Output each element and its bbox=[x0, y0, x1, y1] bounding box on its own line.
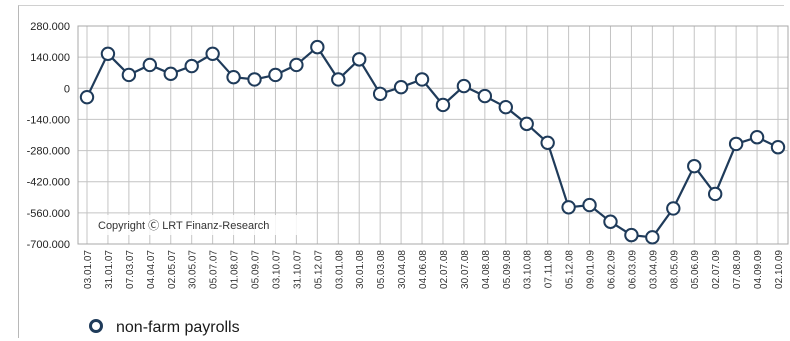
x-tick-label: 05.03.08 bbox=[376, 250, 387, 289]
x-tick-label: 04.08.08 bbox=[481, 250, 492, 289]
y-axis: 280.000 140.000 0 -140.000 -280.000 -420.000 -… bbox=[27, 21, 70, 251]
y-tick-label: -140.000 bbox=[27, 114, 70, 126]
data-point bbox=[561, 200, 576, 215]
x-tick-label: 30.04.08 bbox=[397, 250, 408, 289]
data-point bbox=[414, 72, 430, 87]
chart-frame bbox=[18, 5, 784, 338]
x-tick-label: 07.08.09 bbox=[732, 250, 743, 289]
x-tick-label: 02.05.07 bbox=[167, 250, 178, 289]
data-point bbox=[268, 67, 283, 83]
plot-area bbox=[77, 25, 789, 245]
grid bbox=[77, 25, 789, 245]
data-point bbox=[770, 140, 786, 155]
x-tick-label: 02.07.09 bbox=[711, 250, 722, 289]
x-tick-label: 03.01.08 bbox=[334, 250, 345, 289]
data-point bbox=[310, 39, 325, 55]
data-point bbox=[289, 57, 304, 73]
data-point bbox=[163, 66, 178, 82]
series-non-farm-payrolls bbox=[79, 39, 786, 245]
x-tick-label: 03.01.07 bbox=[83, 250, 94, 289]
data-point bbox=[540, 135, 555, 150]
x-axis: 03.01.07 31.01.07 07.03.07 04.04.07 02.05.07… bbox=[83, 250, 785, 289]
data-point bbox=[749, 130, 765, 145]
data-point bbox=[603, 214, 618, 229]
y-tick-label: -280.000 bbox=[27, 146, 70, 158]
series-line bbox=[86, 45, 779, 239]
data-point bbox=[498, 99, 513, 115]
data-point bbox=[100, 46, 116, 62]
legend-label: non-farm payrolls bbox=[116, 319, 240, 336]
data-point bbox=[247, 72, 262, 87]
data-point bbox=[519, 116, 534, 132]
data-point bbox=[435, 97, 451, 113]
legend-marker bbox=[89, 319, 103, 333]
x-tick-label: 05.09.08 bbox=[502, 250, 513, 289]
data-point bbox=[456, 78, 472, 94]
x-tick-label: 01.08.07 bbox=[230, 250, 241, 289]
y-tick-label: -700.000 bbox=[27, 239, 70, 251]
data-point bbox=[393, 79, 409, 95]
data-point bbox=[226, 69, 241, 85]
x-tick-label: 09.01.09 bbox=[586, 250, 597, 289]
x-tick-label: 03.10.07 bbox=[271, 250, 282, 289]
data-point bbox=[582, 197, 597, 213]
x-tick-label: 07.11.08 bbox=[544, 250, 555, 289]
x-tick-label: 31.10.07 bbox=[292, 250, 303, 289]
data-point bbox=[687, 158, 702, 174]
x-tick-label: 04.09.09 bbox=[753, 250, 764, 289]
x-tick-label: 05.06.09 bbox=[690, 250, 701, 289]
data-point bbox=[121, 67, 137, 83]
data-point bbox=[352, 52, 367, 67]
x-tick-label: 05.09.07 bbox=[251, 250, 262, 289]
x-tick-label: 05.07.07 bbox=[209, 250, 220, 289]
x-tick-label: 02.07.08 bbox=[439, 250, 450, 289]
data-point bbox=[624, 227, 639, 243]
data-point bbox=[205, 46, 220, 62]
x-tick-label: 05.12.08 bbox=[565, 250, 576, 289]
x-tick-label: 07.03.07 bbox=[125, 250, 136, 289]
x-tick-label: 30.01.08 bbox=[355, 250, 366, 289]
x-tick-label: 30.07.08 bbox=[460, 250, 471, 289]
data-point bbox=[184, 58, 199, 74]
x-tick-label: 30.05.07 bbox=[188, 250, 199, 289]
data-point bbox=[645, 230, 660, 245]
data-point bbox=[372, 86, 388, 102]
y-tick-label: 0 bbox=[64, 83, 70, 95]
y-tick-label: -560.000 bbox=[27, 208, 70, 220]
data-point bbox=[142, 57, 158, 73]
y-tick-label: 140.000 bbox=[30, 52, 70, 64]
x-tick-label: 06.03.09 bbox=[627, 250, 638, 289]
data-point bbox=[331, 72, 346, 87]
x-tick-label: 04.06.08 bbox=[418, 250, 429, 289]
y-tick-label: 280.000 bbox=[30, 21, 70, 33]
x-tick-label: 02.10.09 bbox=[774, 250, 785, 289]
x-tick-label: 05.12.07 bbox=[313, 250, 324, 289]
y-tick-label: -420.000 bbox=[27, 177, 70, 189]
copyright-box bbox=[94, 215, 308, 235]
x-tick-label: 31.01.07 bbox=[104, 250, 115, 289]
data-point bbox=[79, 89, 95, 105]
x-tick-label: 04.04.07 bbox=[146, 250, 157, 289]
x-tick-label: 08.05.09 bbox=[669, 250, 680, 289]
x-tick-label: 03.10.08 bbox=[523, 250, 534, 289]
copyright-text: Copyright Ⓒ LRT Finanz-Research bbox=[98, 219, 269, 232]
data-point bbox=[707, 186, 723, 202]
data-point bbox=[728, 136, 744, 152]
legend: non-farm payrolls bbox=[89, 319, 240, 336]
data-point bbox=[477, 88, 493, 104]
data-point bbox=[666, 201, 681, 216]
x-tick-label: 03.04.09 bbox=[648, 250, 659, 289]
x-tick-label: 06.02.09 bbox=[606, 250, 617, 289]
